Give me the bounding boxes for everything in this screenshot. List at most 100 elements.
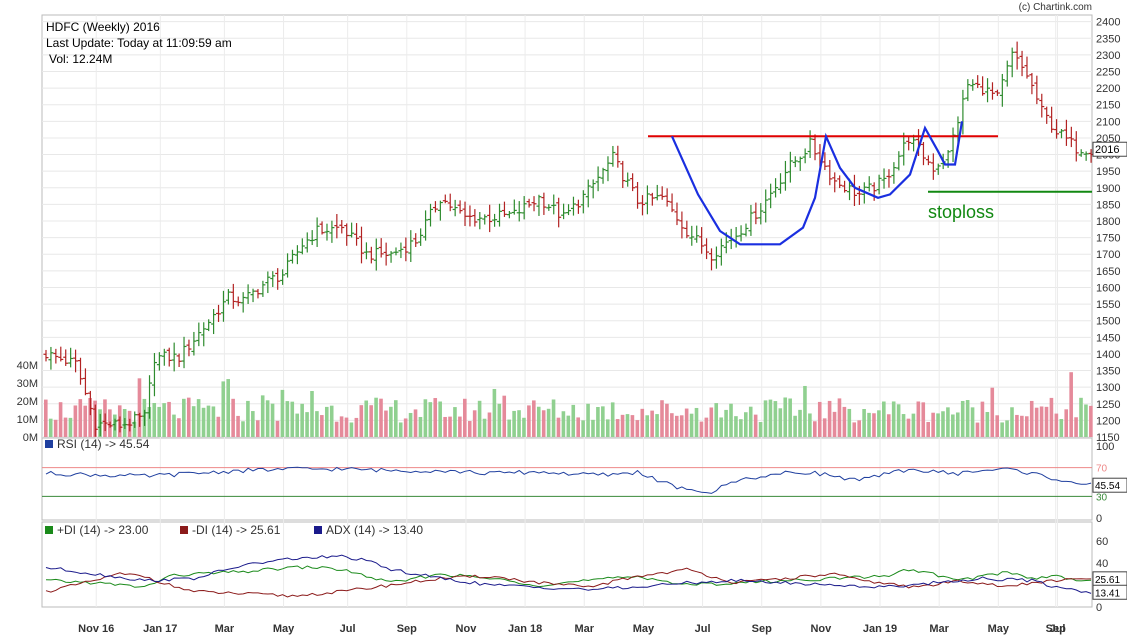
price-tick-label: 2350 <box>1096 33 1120 45</box>
volume-bar <box>162 403 166 437</box>
volume-bar <box>48 418 53 437</box>
volume-bar <box>443 416 447 437</box>
volume-bar <box>211 406 216 437</box>
volume-bar <box>778 408 783 437</box>
volume-bar <box>270 403 275 437</box>
volume-bar <box>571 404 576 437</box>
volume-bar <box>763 400 768 437</box>
volume-bar <box>872 413 876 437</box>
volume-bar <box>581 420 585 437</box>
volume-bar <box>1005 420 1009 437</box>
volume-bar <box>704 417 709 437</box>
rsi-70-label: 70 <box>1096 464 1108 475</box>
volume-bar <box>699 421 704 437</box>
volume-bar <box>413 409 418 437</box>
volume-bar <box>379 398 383 437</box>
volume-bar <box>941 411 945 437</box>
price-tick-label: 2400 <box>1096 17 1120 29</box>
volume-tick-label: 30M <box>17 378 38 390</box>
volume-bar <box>694 407 699 437</box>
price-bars <box>43 41 1094 437</box>
price-tick-label: 1650 <box>1096 266 1120 278</box>
price-tick-label: 1800 <box>1096 216 1120 228</box>
panel-frame <box>41 14 1093 438</box>
last-price-box <box>1092 141 1127 157</box>
volume-bar <box>418 416 423 437</box>
volume-bar <box>753 414 758 437</box>
price-tick-label: 1200 <box>1096 415 1120 427</box>
cup-handle-pattern <box>670 121 964 246</box>
volume-bar <box>339 416 344 437</box>
volume-bar <box>536 406 541 437</box>
volume-bar <box>305 412 309 437</box>
volume-bar <box>403 418 408 437</box>
x-tick-label: Jan 19 <box>863 623 897 635</box>
price-tick-label: 1600 <box>1096 282 1120 294</box>
volume-bar <box>1034 407 1039 437</box>
dmi-tick-label: 60 <box>1096 536 1108 548</box>
volume-bar <box>53 419 58 437</box>
volume-bar <box>359 405 364 437</box>
volume-bar <box>955 412 960 437</box>
volume-bar <box>689 413 694 437</box>
dmi-tick-label: 40 <box>1096 558 1108 570</box>
volume-bar <box>394 400 398 437</box>
volume-bar <box>453 407 457 437</box>
volume-bar <box>556 417 561 437</box>
volume-bar <box>748 406 753 437</box>
volume-bar <box>906 418 911 437</box>
volume-bar <box>201 407 206 437</box>
rsi-line <box>45 466 1092 494</box>
volume-bar <box>1020 415 1024 437</box>
volume-bar <box>660 400 664 437</box>
volume-bar <box>714 403 719 437</box>
panel-frame <box>41 437 1093 521</box>
volume-tick-label: 40M <box>17 360 38 372</box>
volume-bar <box>236 415 240 437</box>
volume-bar <box>758 422 763 437</box>
volume-bar <box>334 421 339 437</box>
x-tick-label: Mar <box>574 623 594 635</box>
volume-bar <box>231 398 235 437</box>
volume-bar <box>635 420 640 437</box>
volume-bar <box>522 417 526 437</box>
volume-bar <box>926 422 930 437</box>
volume-bar <box>645 415 650 437</box>
volume-bar <box>901 414 906 437</box>
volume-bar <box>374 397 378 437</box>
volume-bar <box>88 398 92 437</box>
volume-bar <box>586 403 590 437</box>
volume-bar <box>482 418 487 437</box>
minus-di-legend-swatch <box>180 526 188 534</box>
volume-bar <box>561 411 566 437</box>
volume-bar <box>1079 397 1083 437</box>
stoploss-label: stoploss <box>928 202 994 222</box>
minus-di-legend-label: -DI (14) -> 25.61 <box>192 523 281 537</box>
rsi-legend-label: RSI (14) -> 45.54 <box>57 437 150 451</box>
price-tick-label: 1250 <box>1096 399 1120 411</box>
volume-bar <box>389 406 393 437</box>
x-tick-label: May <box>273 623 295 635</box>
volume-bar <box>167 401 171 437</box>
volume-bar <box>147 407 152 437</box>
volume-bar <box>1044 406 1049 437</box>
volume-bar <box>196 399 201 437</box>
price-tick-label: 1700 <box>1096 249 1120 261</box>
volume-bar <box>324 406 329 437</box>
volume-bar <box>882 401 886 437</box>
volume-bar <box>596 406 600 437</box>
volume-bar <box>576 417 580 437</box>
volume-bar <box>783 397 788 437</box>
volume-bar <box>605 419 610 437</box>
volume-bar <box>186 397 191 437</box>
volume-bar <box>68 417 73 437</box>
volume-bar <box>1000 422 1004 437</box>
axis-labels: 1150 1200 1250 1300 1350 1400 1450 1500 1550 1600… <box>17 17 1127 635</box>
volume-bar <box>251 411 255 437</box>
dmi-last-box <box>1092 584 1127 600</box>
volume-bar <box>684 408 689 437</box>
volume-bar <box>369 405 373 437</box>
plus-di-line <box>45 565 1092 588</box>
volume-bar <box>157 406 161 437</box>
volume-bar <box>206 405 211 437</box>
